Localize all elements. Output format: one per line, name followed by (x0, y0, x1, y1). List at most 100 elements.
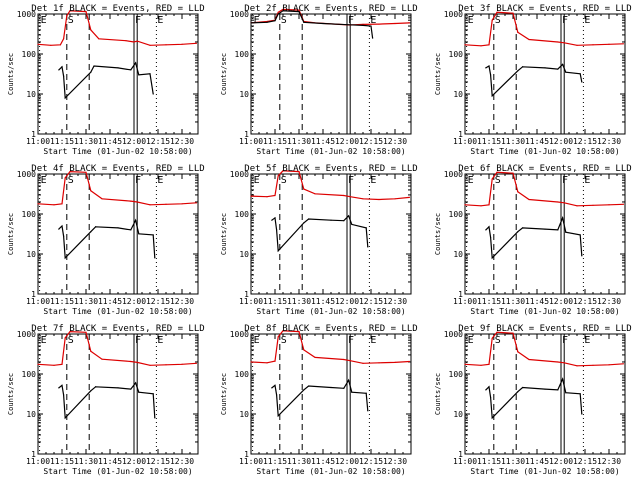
events-point (63, 235, 65, 237)
lld-point (314, 356, 316, 359)
events-point (557, 229, 559, 231)
events-point (343, 387, 345, 389)
x-tick-label: 12:30 (170, 457, 194, 466)
lld-point (480, 45, 482, 47)
event-marker-label: E (370, 335, 376, 346)
events-point (517, 391, 519, 393)
lld-point (608, 204, 610, 206)
x-tick-label: 12:00 (335, 457, 359, 466)
lld-point (378, 198, 380, 201)
events-point (58, 387, 60, 389)
x-tick-label: 12:00 (549, 457, 573, 466)
x-tick-label: 11:00 (453, 297, 477, 306)
x-tick-label: 12:30 (170, 297, 194, 306)
lld-point (512, 332, 514, 334)
panel-title: Det 1f BLACK = Events, RED = LLD (31, 4, 204, 14)
lld-series-group (37, 10, 197, 46)
lld-point (517, 31, 519, 33)
plot-frame (464, 13, 626, 135)
events-point (152, 93, 154, 95)
x-tick-label: 11:15 (263, 297, 287, 306)
panel-1: 1 10 100 1000 11:00 11:15 11:30 11:45 12:00 12:15… (7, 4, 205, 156)
panel-title: Det 3f BLACK = Events, RED = LLD (458, 4, 631, 14)
lld-point (608, 43, 610, 45)
lld-point (165, 44, 167, 46)
lld-series-line (464, 11, 624, 47)
events-point (277, 13, 279, 15)
events-point (581, 81, 583, 83)
panel-9: 1 10 100 1000 11:00 11:15 11:30 11:45 12:00 12:15… (434, 324, 632, 476)
event-marker-label: E (157, 175, 163, 186)
events-point (117, 227, 119, 229)
y-tick-label: 1000 (444, 170, 463, 179)
events-point (330, 219, 332, 221)
events-point (367, 410, 369, 412)
events-point (351, 223, 353, 225)
y-axis-label: Counts/sec (7, 53, 15, 95)
events-series-group (250, 10, 374, 39)
y-tick-label: 1000 (17, 170, 36, 179)
lld-series-line (464, 331, 624, 367)
lld-point (195, 42, 197, 44)
event-marker-label: E (254, 175, 260, 186)
y-tick-label: 1000 (17, 330, 36, 339)
x-axis-label: Start Time (01-Jun-02 10:58:00) (470, 147, 619, 156)
x-tick-label: 12:30 (383, 297, 407, 306)
events-point (138, 391, 140, 393)
panel-title: Det 4f BLACK = Events, RED = LLD (31, 164, 204, 174)
events-series-group (485, 215, 583, 260)
events-point (565, 71, 567, 73)
x-tick-label: 11:30 (287, 297, 311, 306)
x-tick-label: 11:30 (287, 457, 311, 466)
lld-point (488, 363, 490, 365)
events-point (271, 219, 273, 221)
lld-point (282, 170, 284, 172)
event-marker-label: F (135, 335, 141, 346)
events-point (544, 228, 546, 230)
lld-point (343, 194, 345, 197)
x-tick-label: 11:45 (311, 457, 335, 466)
x-tick-label: 11:15 (477, 137, 501, 146)
x-tick-label: 11:45 (311, 137, 335, 146)
lld-point (512, 172, 514, 174)
events-point (90, 390, 92, 392)
events-point (149, 73, 151, 75)
lld-series-line (464, 171, 624, 207)
y-axis-label: Counts/sec (7, 213, 15, 255)
lld-point (557, 41, 559, 43)
events-point (362, 24, 364, 26)
lld-point (181, 203, 183, 205)
lld-point (343, 358, 345, 361)
events-point (490, 236, 492, 239)
events-point (490, 396, 492, 399)
events-point (372, 37, 374, 39)
event-marker-label: F (348, 15, 354, 26)
x-axis-label: Start Time (01-Jun-02 10:58:00) (470, 467, 619, 476)
lld-point (622, 43, 625, 45)
x-tick-label: 12:15 (573, 137, 597, 146)
y-tick-label: 100 (235, 370, 250, 379)
y-tick-label: 1000 (17, 10, 36, 19)
lld-point (130, 200, 132, 202)
events-point (308, 218, 310, 220)
lld-point (136, 361, 138, 363)
lld-point (576, 365, 578, 367)
panel-title: Det 2f BLACK = Events, RED = LLD (244, 4, 417, 14)
events-point (303, 222, 305, 224)
lld-point (266, 196, 268, 198)
events-point (351, 391, 353, 393)
panel-2: 1 10 100 1000 11:00 11:15 11:30 11:45 12:00 12:15… (220, 4, 418, 156)
lld-point (622, 203, 625, 205)
lld-series-group (464, 331, 625, 367)
x-tick-label: 11:00 (239, 137, 263, 146)
lld-point (408, 360, 410, 363)
lld-point (90, 29, 92, 31)
x-tick-label: 11:30 (74, 457, 98, 466)
events-point (154, 257, 156, 259)
events-point (365, 227, 367, 229)
lld-point (98, 38, 100, 40)
events-point (117, 67, 119, 69)
plot-frame (37, 333, 199, 455)
events-point (250, 22, 252, 24)
lld-point (303, 349, 305, 351)
